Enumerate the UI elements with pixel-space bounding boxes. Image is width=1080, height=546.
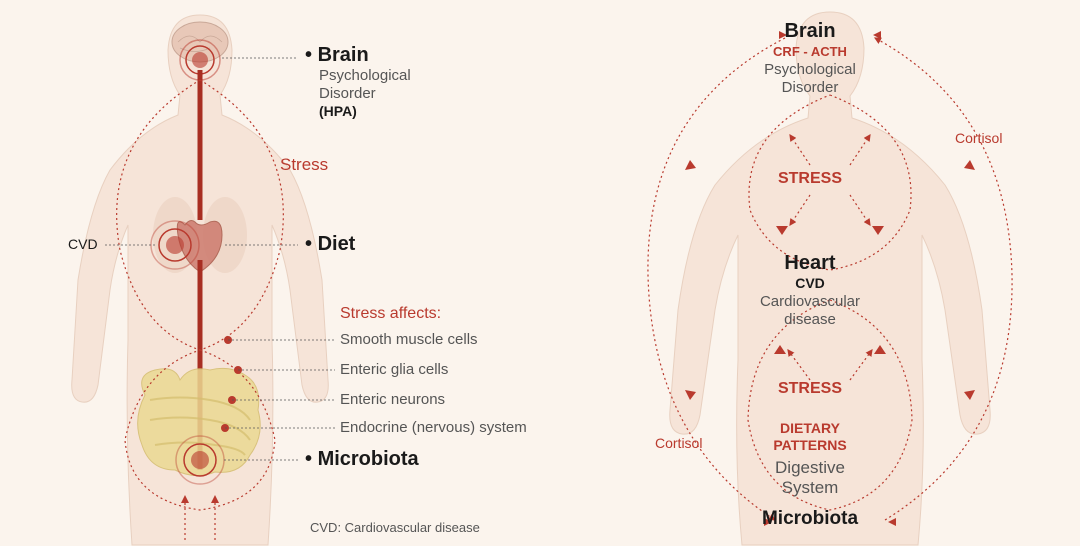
left-panel: Brain Psychological Disorder (HPA) Stres…	[0, 0, 540, 546]
r-dig-l2: System	[782, 478, 839, 497]
r-brain-l1: Psychological	[764, 61, 856, 78]
r-brain-tag: CRF - ACTH	[773, 44, 847, 59]
brain-label-group: Brain Psychological Disorder (HPA)	[305, 44, 411, 121]
brain-line2: Disorder	[305, 85, 376, 102]
r-heart-l2: disease	[784, 311, 836, 328]
diet-text: Diet	[305, 233, 355, 255]
r-heart-title: Heart	[784, 252, 835, 274]
left-svg	[0, 0, 540, 546]
footnote: CVD: Cardiovascular disease	[310, 520, 480, 535]
r-heart-tag: CVD	[795, 275, 825, 291]
r-cortisol-lower: Cortisol	[655, 435, 702, 451]
affect-1: Enteric glia cells	[340, 361, 448, 378]
r-brain-title: Brain	[784, 20, 835, 42]
r-digestive-group: Digestive System	[540, 458, 1080, 498]
affect-3: Endocrine (nervous) system	[340, 419, 527, 436]
r-heart-group: Heart CVD Cardiovascular disease	[540, 252, 1080, 329]
microbiota-text: Microbiota	[305, 448, 419, 470]
r-heart-l1: Cardiovascular	[760, 293, 860, 310]
brain-title: Brain	[305, 44, 369, 66]
right-panel: Brain CRF - ACTH Psychological Disorder …	[540, 0, 1080, 546]
r-brain-group: Brain CRF - ACTH Psychological Disorder	[540, 20, 1080, 97]
r-stress-lower: STRESS	[540, 380, 1080, 398]
microbiota-label: Microbiota	[305, 448, 419, 471]
r-cortisol-upper: Cortisol	[955, 130, 1002, 146]
affects-title: Stress affects:	[340, 305, 441, 323]
r-microbiota: Microbiota	[540, 508, 1080, 530]
r-dietary: DIETARY PATTERNS	[540, 420, 1080, 454]
brain-line1: Psychological	[305, 67, 411, 84]
brain-tag: (HPA)	[305, 103, 357, 119]
r-dig-l1: Digestive	[775, 458, 845, 477]
affect-2: Enteric neurons	[340, 391, 445, 408]
affect-0: Smooth muscle cells	[340, 331, 478, 348]
r-stress-upper: STRESS	[540, 170, 1080, 188]
diet-label: Diet	[305, 233, 355, 256]
cvd-mark: CVD	[68, 236, 98, 252]
r-brain-l2: Disorder	[782, 79, 839, 96]
stress-label: Stress	[280, 155, 328, 175]
